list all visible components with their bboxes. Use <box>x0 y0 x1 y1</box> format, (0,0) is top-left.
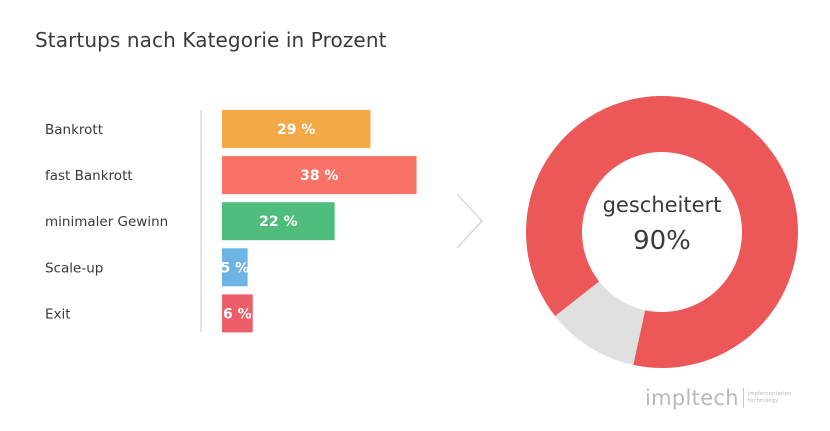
brand-separator <box>742 388 744 408</box>
category-label-2: fast Bankrott <box>45 168 133 184</box>
bar-4 <box>222 248 248 287</box>
chart-title: Startups nach Kategorie in Prozent <box>35 28 387 52</box>
bar-category-labels: Bankrott fast Bankrott minimaler Gewinn Sca… <box>45 122 168 322</box>
bar-2 <box>222 156 417 195</box>
donut-center-value: 90% <box>633 226 691 256</box>
bar-5 <box>222 294 253 333</box>
bar-value-label-2: 38 % <box>300 168 338 184</box>
bar-3 <box>222 202 335 241</box>
donut-center-label: gescheitert <box>603 193 722 217</box>
brand-logo: impltech implementation technology <box>645 386 791 410</box>
brand-tagline: implementation technology <box>748 391 792 405</box>
bar-value-label-5: 6 % <box>223 306 252 322</box>
bar-value-label-3: 22 % <box>259 214 297 230</box>
donut-chart <box>526 96 799 369</box>
bar-value-label-4: 5 % <box>220 260 249 276</box>
category-label-5: Exit <box>45 306 71 322</box>
brand-name: impltech <box>645 386 739 410</box>
brand-tagline-line-2: technology <box>747 398 779 404</box>
bar-1 <box>222 110 371 148</box>
donut-slice-failed <box>526 96 799 369</box>
brand-tagline-line-1: implementation <box>747 391 792 397</box>
category-label-1: Bankrott <box>45 122 103 138</box>
bar-value-label-1: 29 % <box>277 122 315 138</box>
arrow-chevron <box>456 193 484 249</box>
category-label-3: minimaler Gewinn <box>45 214 168 230</box>
donut-slice-rest <box>555 281 646 365</box>
bars: 29 % 38 % 22 % 5 % 6 % <box>220 110 417 333</box>
category-label-4: Scale-up <box>45 260 103 276</box>
